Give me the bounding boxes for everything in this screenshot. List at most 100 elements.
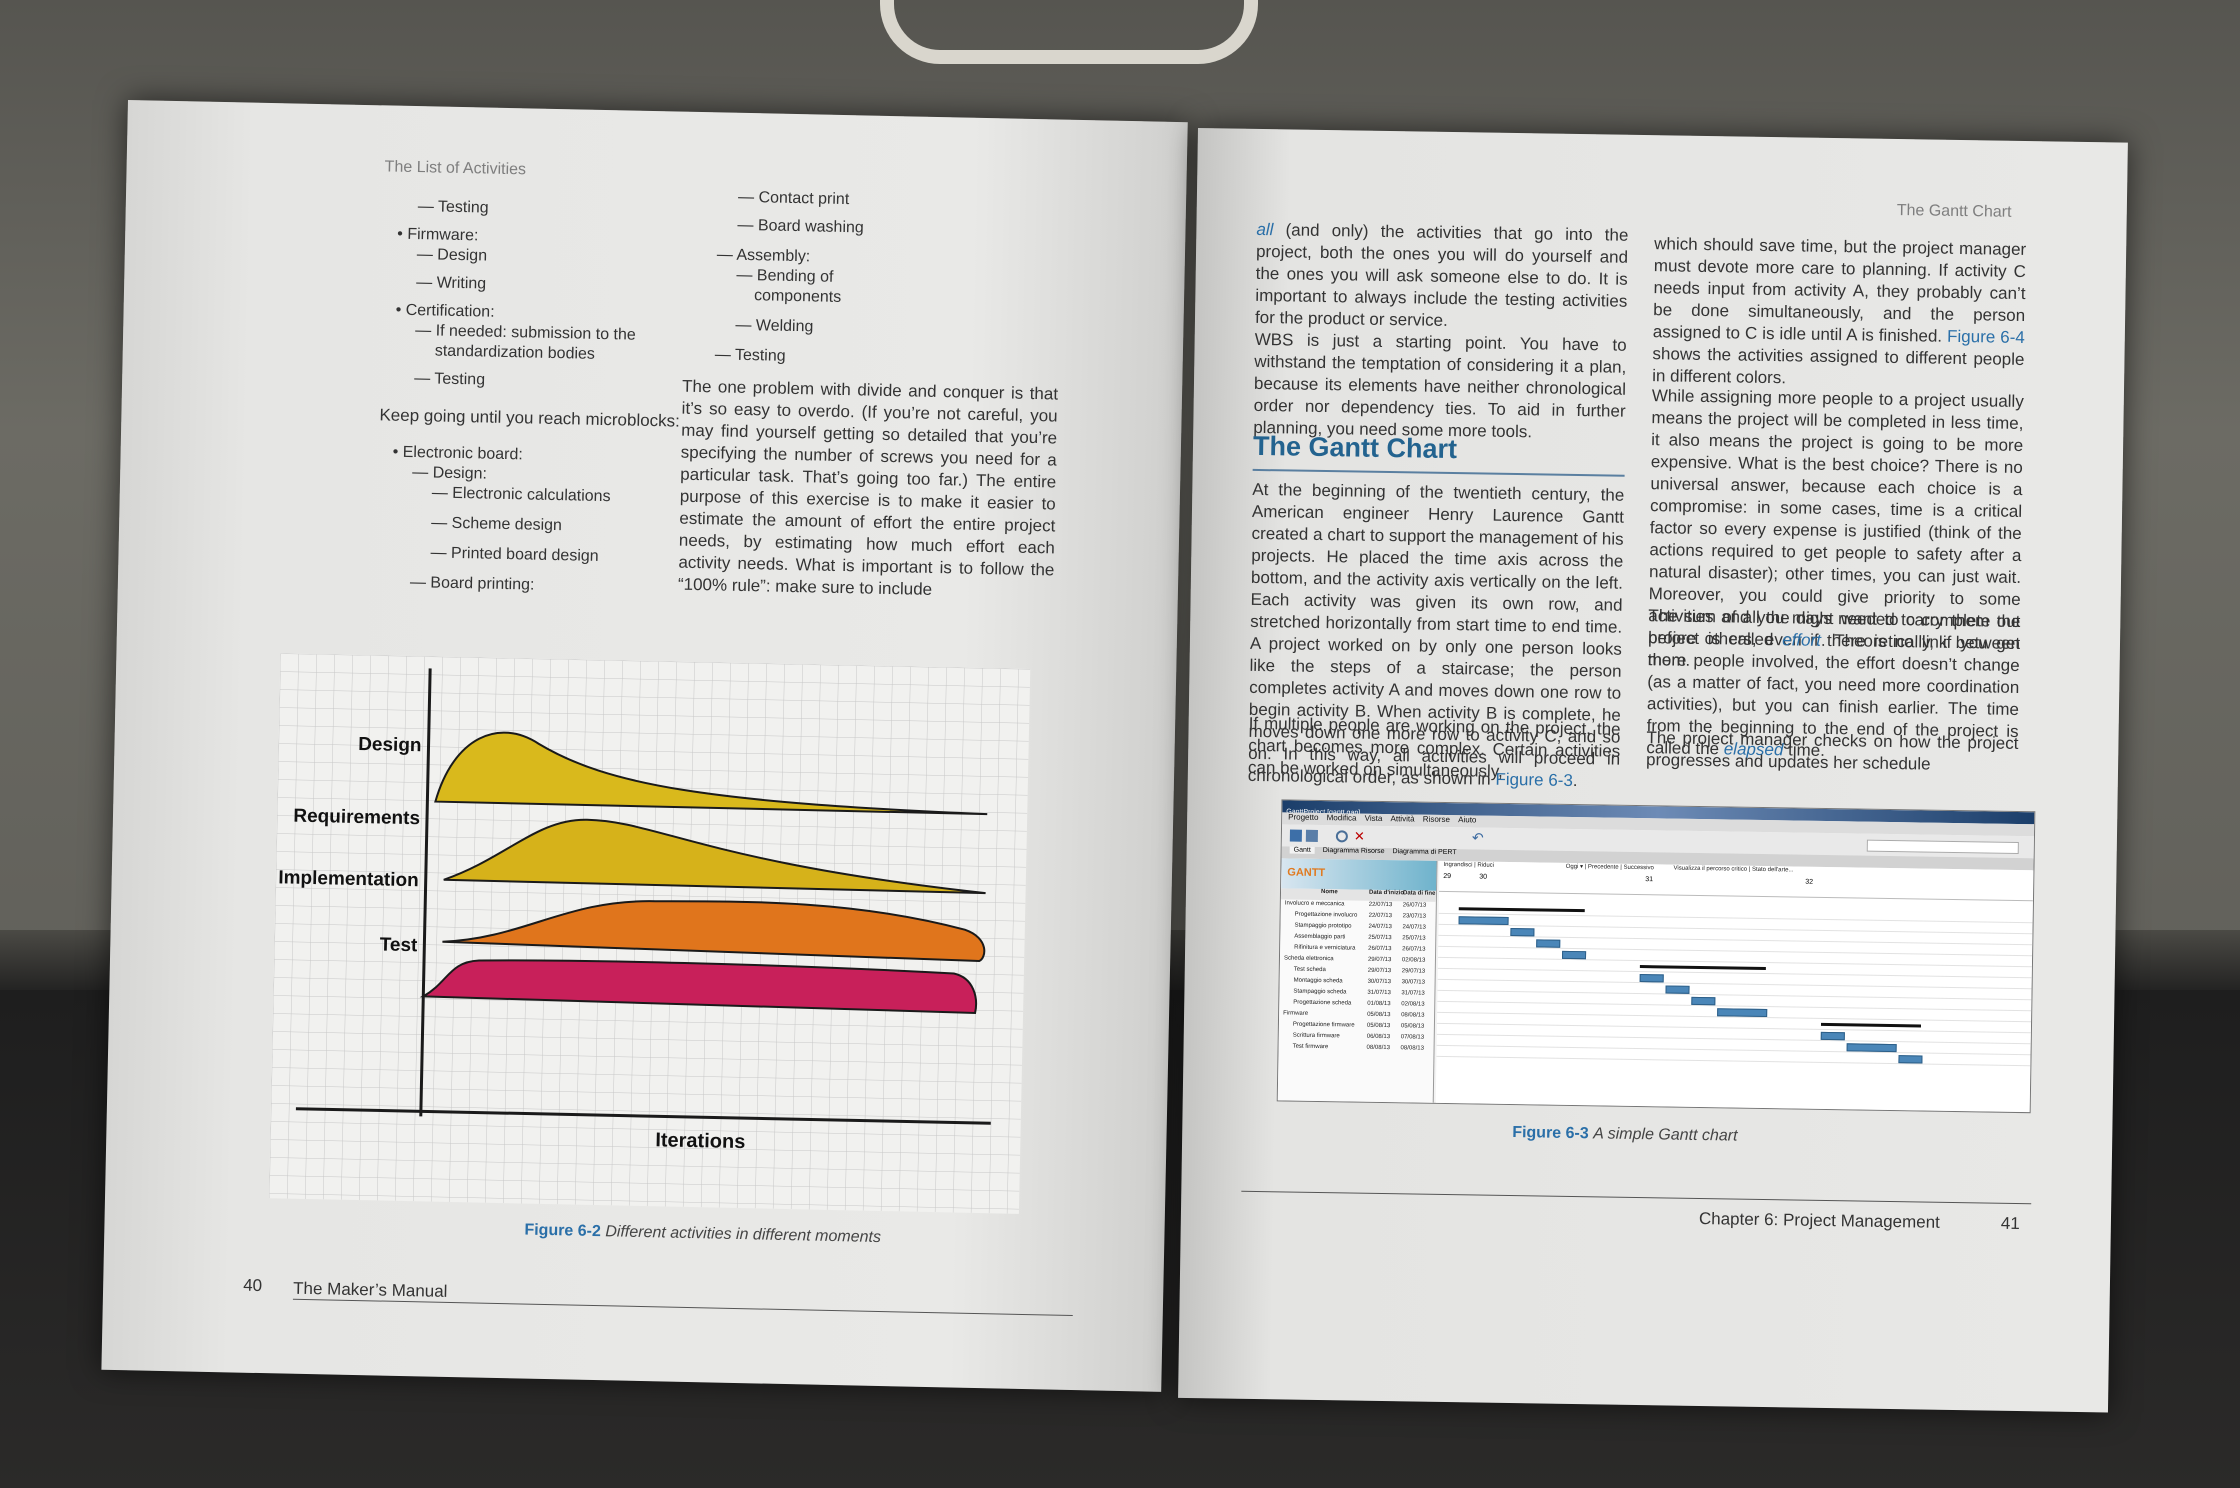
running-head-left: The List of Activities: [384, 158, 527, 179]
all-emphasis: all: [1256, 219, 1274, 240]
timeline-row-line: [1437, 978, 2032, 990]
right-page: The Gantt Chart all (and only) the activ…: [1178, 128, 2128, 1413]
start-date: 06/08/13: [1366, 1033, 1391, 1041]
task-name: Scheda elettronica: [1283, 955, 1334, 963]
list-item: — Writing: [416, 274, 487, 293]
menu-item[interactable]: Modifica: [1326, 813, 1357, 823]
menu-item[interactable]: Attività: [1390, 814, 1415, 824]
task-bar[interactable]: [1510, 928, 1535, 937]
gantt-logo-banner: GANTT: [1281, 858, 1437, 891]
menu-item[interactable]: Risorse: [1422, 814, 1451, 825]
list-item: — Design:: [412, 464, 488, 483]
list-item: — Testing: [417, 198, 489, 217]
list-item: — Design: [416, 246, 488, 265]
task-bar[interactable]: [1639, 974, 1664, 983]
menu-item[interactable]: Vista: [1364, 813, 1383, 823]
end-date: 30/07/13: [1401, 979, 1426, 986]
menu-item[interactable]: Progetto: [1288, 812, 1319, 822]
list-item: • Certification:: [395, 301, 495, 321]
requirements-curve: [443, 818, 986, 895]
start-date: 05/08/13: [1366, 1022, 1391, 1030]
caption-text: Different activities in different moment…: [605, 1223, 882, 1247]
book-title-footer: The Maker’s Manual: [292, 1278, 448, 1301]
task-name: Test firmware: [1292, 1043, 1329, 1051]
page-number-left: 40: [243, 1275, 263, 1296]
task-bar[interactable]: [1458, 916, 1509, 925]
summary-bar[interactable]: [1820, 1022, 1922, 1028]
timeline-row-line: [1438, 945, 2033, 957]
row-label-requirements: Requirements: [293, 806, 420, 830]
end-date: 23/07/13: [1402, 913, 1427, 920]
open-icon[interactable]: [1305, 829, 1318, 842]
task-bar[interactable]: [1665, 985, 1690, 994]
table-row[interactable]: Test firmware 08/08/13 08/08/13: [1278, 1043, 1433, 1056]
task-bar[interactable]: [1536, 939, 1561, 948]
menu-item[interactable]: Aiuto: [1458, 815, 1477, 825]
critical-path-controls[interactable]: Visualizza il percorso critico | Stato d…: [1673, 865, 1794, 874]
task-bar[interactable]: [1898, 1055, 1923, 1064]
start-date: 30/07/13: [1367, 978, 1392, 986]
footer-rule-right: [1241, 1190, 2032, 1205]
list-item: components: [753, 287, 842, 306]
tab-pert[interactable]: Diagramma di PERT: [1392, 848, 1457, 857]
task-bar[interactable]: [1717, 1008, 1768, 1018]
task-bar[interactable]: [1691, 996, 1716, 1006]
start-date: 05/08/13: [1367, 1011, 1391, 1019]
start-date: 24/07/13: [1368, 923, 1392, 931]
task-name: Progettazione firmware: [1292, 1021, 1355, 1029]
task-bar[interactable]: [1561, 950, 1587, 960]
row-label-test: Test: [379, 934, 418, 956]
gantt-timeline: Ingrandisci | Riduci Oggi ▾ | Precedente…: [1435, 860, 2034, 1113]
summary-bar[interactable]: [1639, 965, 1766, 971]
save-icon[interactable]: [1289, 829, 1302, 842]
week-label: 29: [1443, 872, 1452, 881]
effort-term: effort: [1782, 630, 1822, 650]
row-label-implementation: Implementation: [278, 867, 419, 891]
task-name: Firmware: [1283, 1010, 1309, 1017]
list-item: — Welding: [735, 316, 814, 336]
week-label: 31: [1645, 876, 1654, 884]
week-label: 32: [1805, 878, 1814, 886]
task-name: Stampaggio scheda: [1293, 988, 1347, 996]
delete-icon[interactable]: ✕: [1353, 828, 1365, 844]
implementation-curve: [442, 900, 986, 963]
tab-gantt[interactable]: Gantt: [1289, 846, 1315, 854]
caption-number: Figure 6-3: [1512, 1124, 1589, 1143]
end-date: 25/07/13: [1402, 935, 1426, 942]
start-date: 22/07/13: [1368, 901, 1393, 909]
task-bar[interactable]: [1846, 1043, 1897, 1053]
gantt-task-table: GANTT Nome Data d'inizio Data di fine In…: [1277, 858, 1438, 1103]
column-header[interactable]: Nome: [1320, 889, 1338, 896]
section-heading-gantt: The Gantt Chart: [1252, 430, 1458, 465]
start-date: 08/08/13: [1366, 1044, 1390, 1052]
start-date: 25/07/13: [1368, 934, 1392, 942]
tab-resources[interactable]: Diagramma Risorse: [1322, 847, 1385, 856]
timeline-row-line: [1437, 989, 2032, 1001]
zoom-controls[interactable]: Ingrandisci | Riduci: [1443, 861, 1495, 869]
start-date: 31/07/13: [1367, 989, 1391, 997]
list-item: — Assembly:: [716, 246, 811, 266]
start-date: 29/07/13: [1367, 967, 1392, 975]
window-handle: [880, 0, 1258, 64]
column-header[interactable]: Data di fine: [1402, 890, 1436, 897]
right-col2-p4: The project manager checks on how the pr…: [1645, 728, 2019, 774]
list-item: — Testing: [714, 346, 786, 365]
search-field[interactable]: [1866, 839, 2019, 854]
task-name: Rifinitura e verniciatura: [1294, 944, 1356, 952]
timeline-row-line: [1438, 912, 2033, 924]
task-bar[interactable]: [1820, 1031, 1845, 1041]
undo-icon[interactable]: ↶: [1471, 829, 1484, 846]
figure-6-4-link[interactable]: Figure 6-4: [1946, 326, 2025, 348]
column-header[interactable]: Data d'inizio: [1368, 889, 1405, 897]
timeline-row-line: [1436, 1055, 2031, 1067]
task-name: Progettazione involucro: [1294, 911, 1358, 919]
summary-bar[interactable]: [1458, 907, 1585, 913]
task-name: Progettazione scheda: [1293, 999, 1352, 1007]
end-date: 07/08/13: [1400, 1034, 1425, 1041]
clock-icon[interactable]: [1335, 830, 1348, 843]
week-label: 30: [1479, 873, 1488, 881]
gantt-screenshot: GanttProject [gantt.gan] Progetto Modifi…: [1276, 799, 2036, 1114]
figure-6-3-caption: Figure 6-3 A simple Gantt chart: [1512, 1123, 1738, 1147]
task-name: Involucro e meccanica: [1284, 900, 1345, 908]
nav-controls[interactable]: Oggi ▾ | Precedente | Successivo: [1565, 863, 1654, 872]
